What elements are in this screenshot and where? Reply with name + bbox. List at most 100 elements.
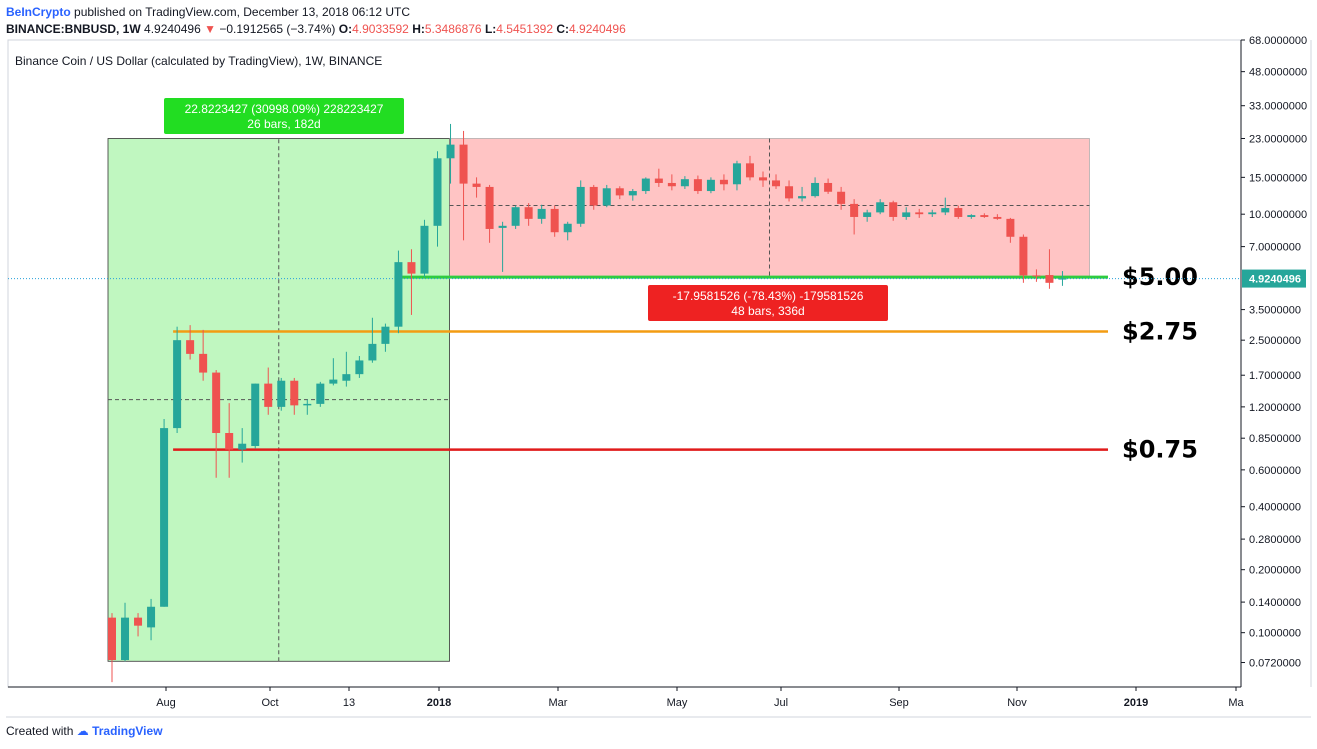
candle-body (316, 383, 325, 404)
candle-body (641, 178, 650, 192)
candle-body (954, 208, 963, 217)
candle-body (811, 182, 820, 197)
candle-body (121, 617, 130, 661)
measure-up-label-line2: 26 bars, 182d (247, 117, 320, 131)
candle-body (550, 208, 559, 233)
candle-body (381, 326, 390, 344)
candle-body (329, 379, 338, 384)
candles-group (108, 123, 1067, 683)
low-label: L: (484, 22, 497, 36)
candle-body (160, 428, 169, 607)
candle-body (928, 212, 937, 215)
tradingview-brand[interactable]: TradingView (92, 724, 163, 738)
candle-body (446, 144, 455, 159)
candle-body (615, 188, 624, 196)
y-tick-label: 33.0000000 (1249, 101, 1307, 113)
measure-up-label-line1: 22.8223427 (30998.09%) 228223427 (185, 102, 384, 116)
candle-body (459, 144, 468, 184)
x-tick-label: Sep (889, 697, 909, 709)
x-tick-label: Aug (156, 697, 176, 709)
low-value: 4.5451392 (496, 22, 553, 36)
open-label: O: (338, 22, 353, 36)
change-down-icon: ▼ (204, 22, 216, 36)
candle-body (732, 163, 741, 185)
candle-body (837, 191, 846, 204)
published-text: published on TradingView.com, December 1… (74, 5, 410, 19)
candle-body (537, 208, 546, 219)
candle-body (576, 186, 585, 224)
candle-body (342, 374, 351, 381)
candle-body (498, 225, 507, 228)
candle-body (251, 383, 260, 447)
last-price-badge-label: 4.9240496 (1249, 274, 1301, 286)
last-price: 4.9240496 (144, 22, 201, 36)
candle-body (108, 617, 116, 661)
x-tick-label: Jul (774, 697, 788, 709)
high-label: H: (412, 22, 425, 36)
candle-body (863, 212, 872, 217)
candle-body (355, 360, 364, 375)
x-tick-label: May (667, 697, 688, 709)
candle-body (824, 182, 833, 192)
created-with-text: Created with (6, 724, 74, 738)
candle-body (680, 179, 689, 187)
candle-body (706, 179, 715, 192)
candle-body (485, 186, 494, 229)
last-price-badge (1242, 269, 1306, 288)
symbol-label: BINANCE:BNBUSD, 1W (6, 22, 141, 36)
candle-body (785, 186, 794, 199)
measure-down-label-bg (648, 285, 888, 321)
candle-body (173, 340, 182, 429)
y-tick-label: 0.8500000 (1249, 433, 1301, 445)
open-value: 4.9033592 (352, 22, 409, 36)
candle-body (186, 340, 195, 354)
candle-body (290, 380, 299, 406)
candle-body (511, 207, 520, 226)
y-tick-label: 10.0000000 (1249, 209, 1307, 221)
candle-body (433, 158, 442, 226)
candle-body (303, 403, 312, 406)
high-value: 5.3486876 (424, 22, 482, 36)
candle-body (628, 191, 637, 196)
x-tick-label: 2019 (1124, 697, 1148, 709)
y-tick-label: 0.2000000 (1249, 565, 1301, 577)
publisher-brand[interactable]: BeInCrypto (6, 5, 71, 19)
x-tick-label: 13 (343, 697, 355, 709)
candle-body (589, 186, 598, 206)
measure-up-label-bg (164, 98, 404, 134)
candle-body (524, 207, 533, 219)
candle-body (772, 180, 781, 187)
close-label: C: (556, 22, 570, 36)
x-tick-label: Oct (261, 697, 278, 709)
candle-body (798, 196, 807, 199)
y-tick-label: 1.7000000 (1249, 370, 1301, 382)
y-tick-label: 7.0000000 (1249, 242, 1301, 254)
y-tick-label: 0.0720000 (1249, 658, 1301, 670)
y-tick-label: 48.0000000 (1249, 67, 1307, 79)
y-tick-label: 15.0000000 (1249, 172, 1307, 184)
candle-body (238, 443, 247, 450)
y-tick-label: 1.2000000 (1249, 402, 1301, 414)
candle-body (225, 433, 234, 450)
candle-body (902, 212, 911, 217)
candle-body (1032, 275, 1041, 277)
chart-title: Binance Coin / US Dollar (calculated by … (15, 54, 382, 68)
y-tick-label: 68.0000000 (1249, 35, 1307, 47)
y-tick-label: 0.2800000 (1249, 534, 1301, 546)
candle-body (850, 203, 859, 217)
y-tick-label: 2.5000000 (1249, 335, 1301, 347)
level-label: $5.00 (1122, 263, 1198, 291)
measure-down-box (449, 138, 1090, 278)
measure-down-label-line1: -17.9581526 (-78.43%) -179581526 (673, 289, 864, 303)
candle-body (368, 343, 377, 361)
candle-body (654, 178, 663, 183)
candle-body (277, 380, 286, 407)
x-tick-label: 2018 (427, 697, 451, 709)
price-change: −0.1912565 (−3.74%) (219, 22, 336, 36)
plot-frame (7, 39, 1242, 688)
candle-body (759, 177, 767, 181)
candle-body (407, 262, 416, 274)
